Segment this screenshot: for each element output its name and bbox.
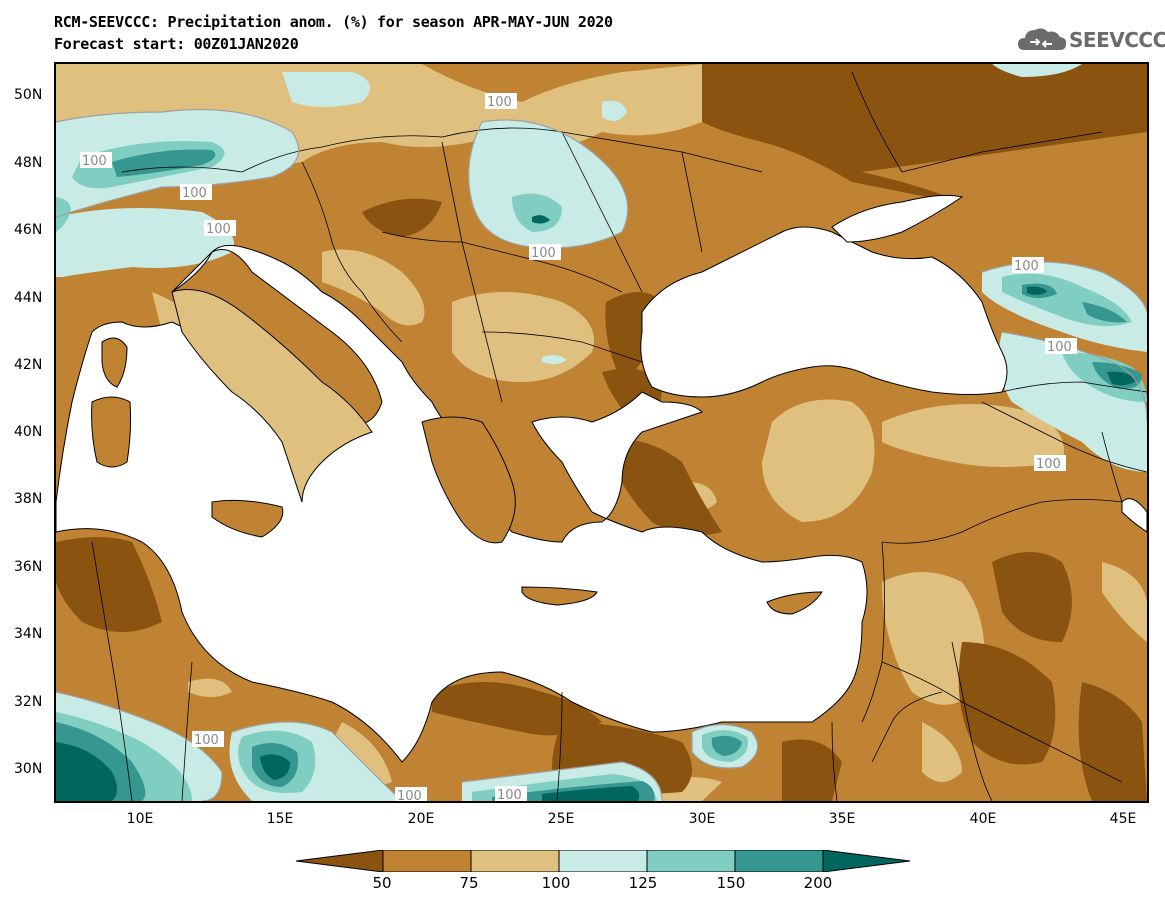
caspian-edge: [1121, 498, 1147, 533]
contour-value-labels: 100 100 100 100 100 100 100 100 100 100 …: [80, 93, 1077, 801]
svg-text:100: 100: [1047, 340, 1072, 355]
country-borders: [91, 71, 1147, 801]
lat-label-40n: 40N: [14, 424, 43, 440]
contour-lines-100: [56, 108, 1147, 801]
lon-label-45e: 45E: [1109, 811, 1137, 827]
sardinia: [91, 396, 132, 468]
islands: [91, 289, 823, 615]
lat-label-38n: 38N: [14, 491, 43, 507]
colorbar: [296, 850, 910, 872]
colorbar-label-150: 150: [716, 874, 746, 892]
lon-label-30e: 30E: [688, 811, 716, 827]
colorbar-label-100: 100: [541, 874, 571, 892]
colorbar-segment: [382, 850, 472, 872]
colorbar-segment: [296, 850, 384, 872]
cyprus: [766, 591, 823, 615]
svg-text:100: 100: [1036, 457, 1061, 472]
italy: [171, 289, 373, 503]
contour-label: 100: [192, 731, 224, 748]
svg-text:100: 100: [487, 95, 512, 110]
lat-label-50n: 50N: [14, 87, 43, 103]
colorbar-segment: [646, 850, 736, 872]
lon-label-25e: 25E: [547, 811, 575, 827]
sicily: [211, 499, 284, 538]
lat-label-42n: 42N: [14, 357, 43, 373]
lat-label-32n: 32N: [14, 694, 43, 710]
anomaly-map: 100 100 100 100 100 100 100 100 100 100 …: [56, 64, 1147, 801]
lon-label-35e: 35E: [828, 811, 856, 827]
contour-label: 100: [485, 93, 517, 110]
contour-label: 100: [495, 786, 527, 801]
colorbar-label-200: 200: [803, 874, 833, 892]
corsica: [101, 337, 128, 388]
contour-label: 100: [395, 787, 427, 801]
lon-label-40e: 40E: [969, 811, 997, 827]
colorbar-segment: [822, 850, 910, 872]
colorbar-segment: [734, 850, 824, 872]
black-sea: [640, 226, 1008, 398]
contour-label: 100: [180, 184, 212, 201]
crete: [521, 586, 598, 606]
svg-text:100: 100: [397, 789, 422, 801]
contour-label: 100: [1045, 338, 1077, 355]
cloud-icon: [1018, 28, 1067, 50]
colorbar-segment: [558, 850, 648, 872]
logo-text: SEEVCCC: [1069, 28, 1165, 52]
lat-label-46n: 46N: [14, 222, 43, 238]
anomaly-above-200-regions: [56, 215, 1137, 801]
lon-label-15e: 15E: [266, 811, 294, 827]
colorbar-label-75: 75: [459, 874, 479, 892]
svg-text:100: 100: [82, 154, 107, 169]
lat-label-48n: 48N: [14, 155, 43, 171]
contour-label: 100: [80, 152, 112, 169]
colorbar-label-125: 125: [628, 874, 658, 892]
colorbar-label-50: 50: [372, 874, 392, 892]
svg-text:100: 100: [1014, 259, 1039, 274]
contour-label: 100: [1012, 257, 1044, 274]
lon-label-20e: 20E: [407, 811, 435, 827]
svg-text:100: 100: [194, 733, 219, 748]
seevccc-logo: SEEVCCC: [1016, 22, 1165, 56]
contour-label: 100: [1034, 455, 1066, 472]
colorbar-segment: [470, 850, 560, 872]
svg-text:100: 100: [497, 788, 522, 801]
contour-label: 100: [529, 244, 561, 261]
anomaly-below-50-regions: [56, 64, 1147, 801]
svg-text:100: 100: [531, 246, 556, 261]
lon-label-10e: 10E: [126, 811, 154, 827]
sea-of-azov: [831, 194, 964, 243]
lat-label-34n: 34N: [14, 626, 43, 642]
svg-text:100: 100: [206, 222, 231, 237]
lat-label-36n: 36N: [14, 559, 43, 575]
map-panel: 100 100 100 100 100 100 100 100 100 100 …: [54, 62, 1149, 803]
chart-title: RCM-SEEVCCC: Precipitation anom. (%) for…: [54, 13, 613, 31]
lat-label-30n: 30N: [14, 761, 43, 777]
contour-label: 100: [204, 220, 236, 237]
forecast-start-subtitle: Forecast start: 00Z01JAN2020: [54, 35, 299, 53]
lat-label-44n: 44N: [14, 290, 43, 306]
svg-text:100: 100: [182, 186, 207, 201]
greece: [421, 416, 516, 544]
